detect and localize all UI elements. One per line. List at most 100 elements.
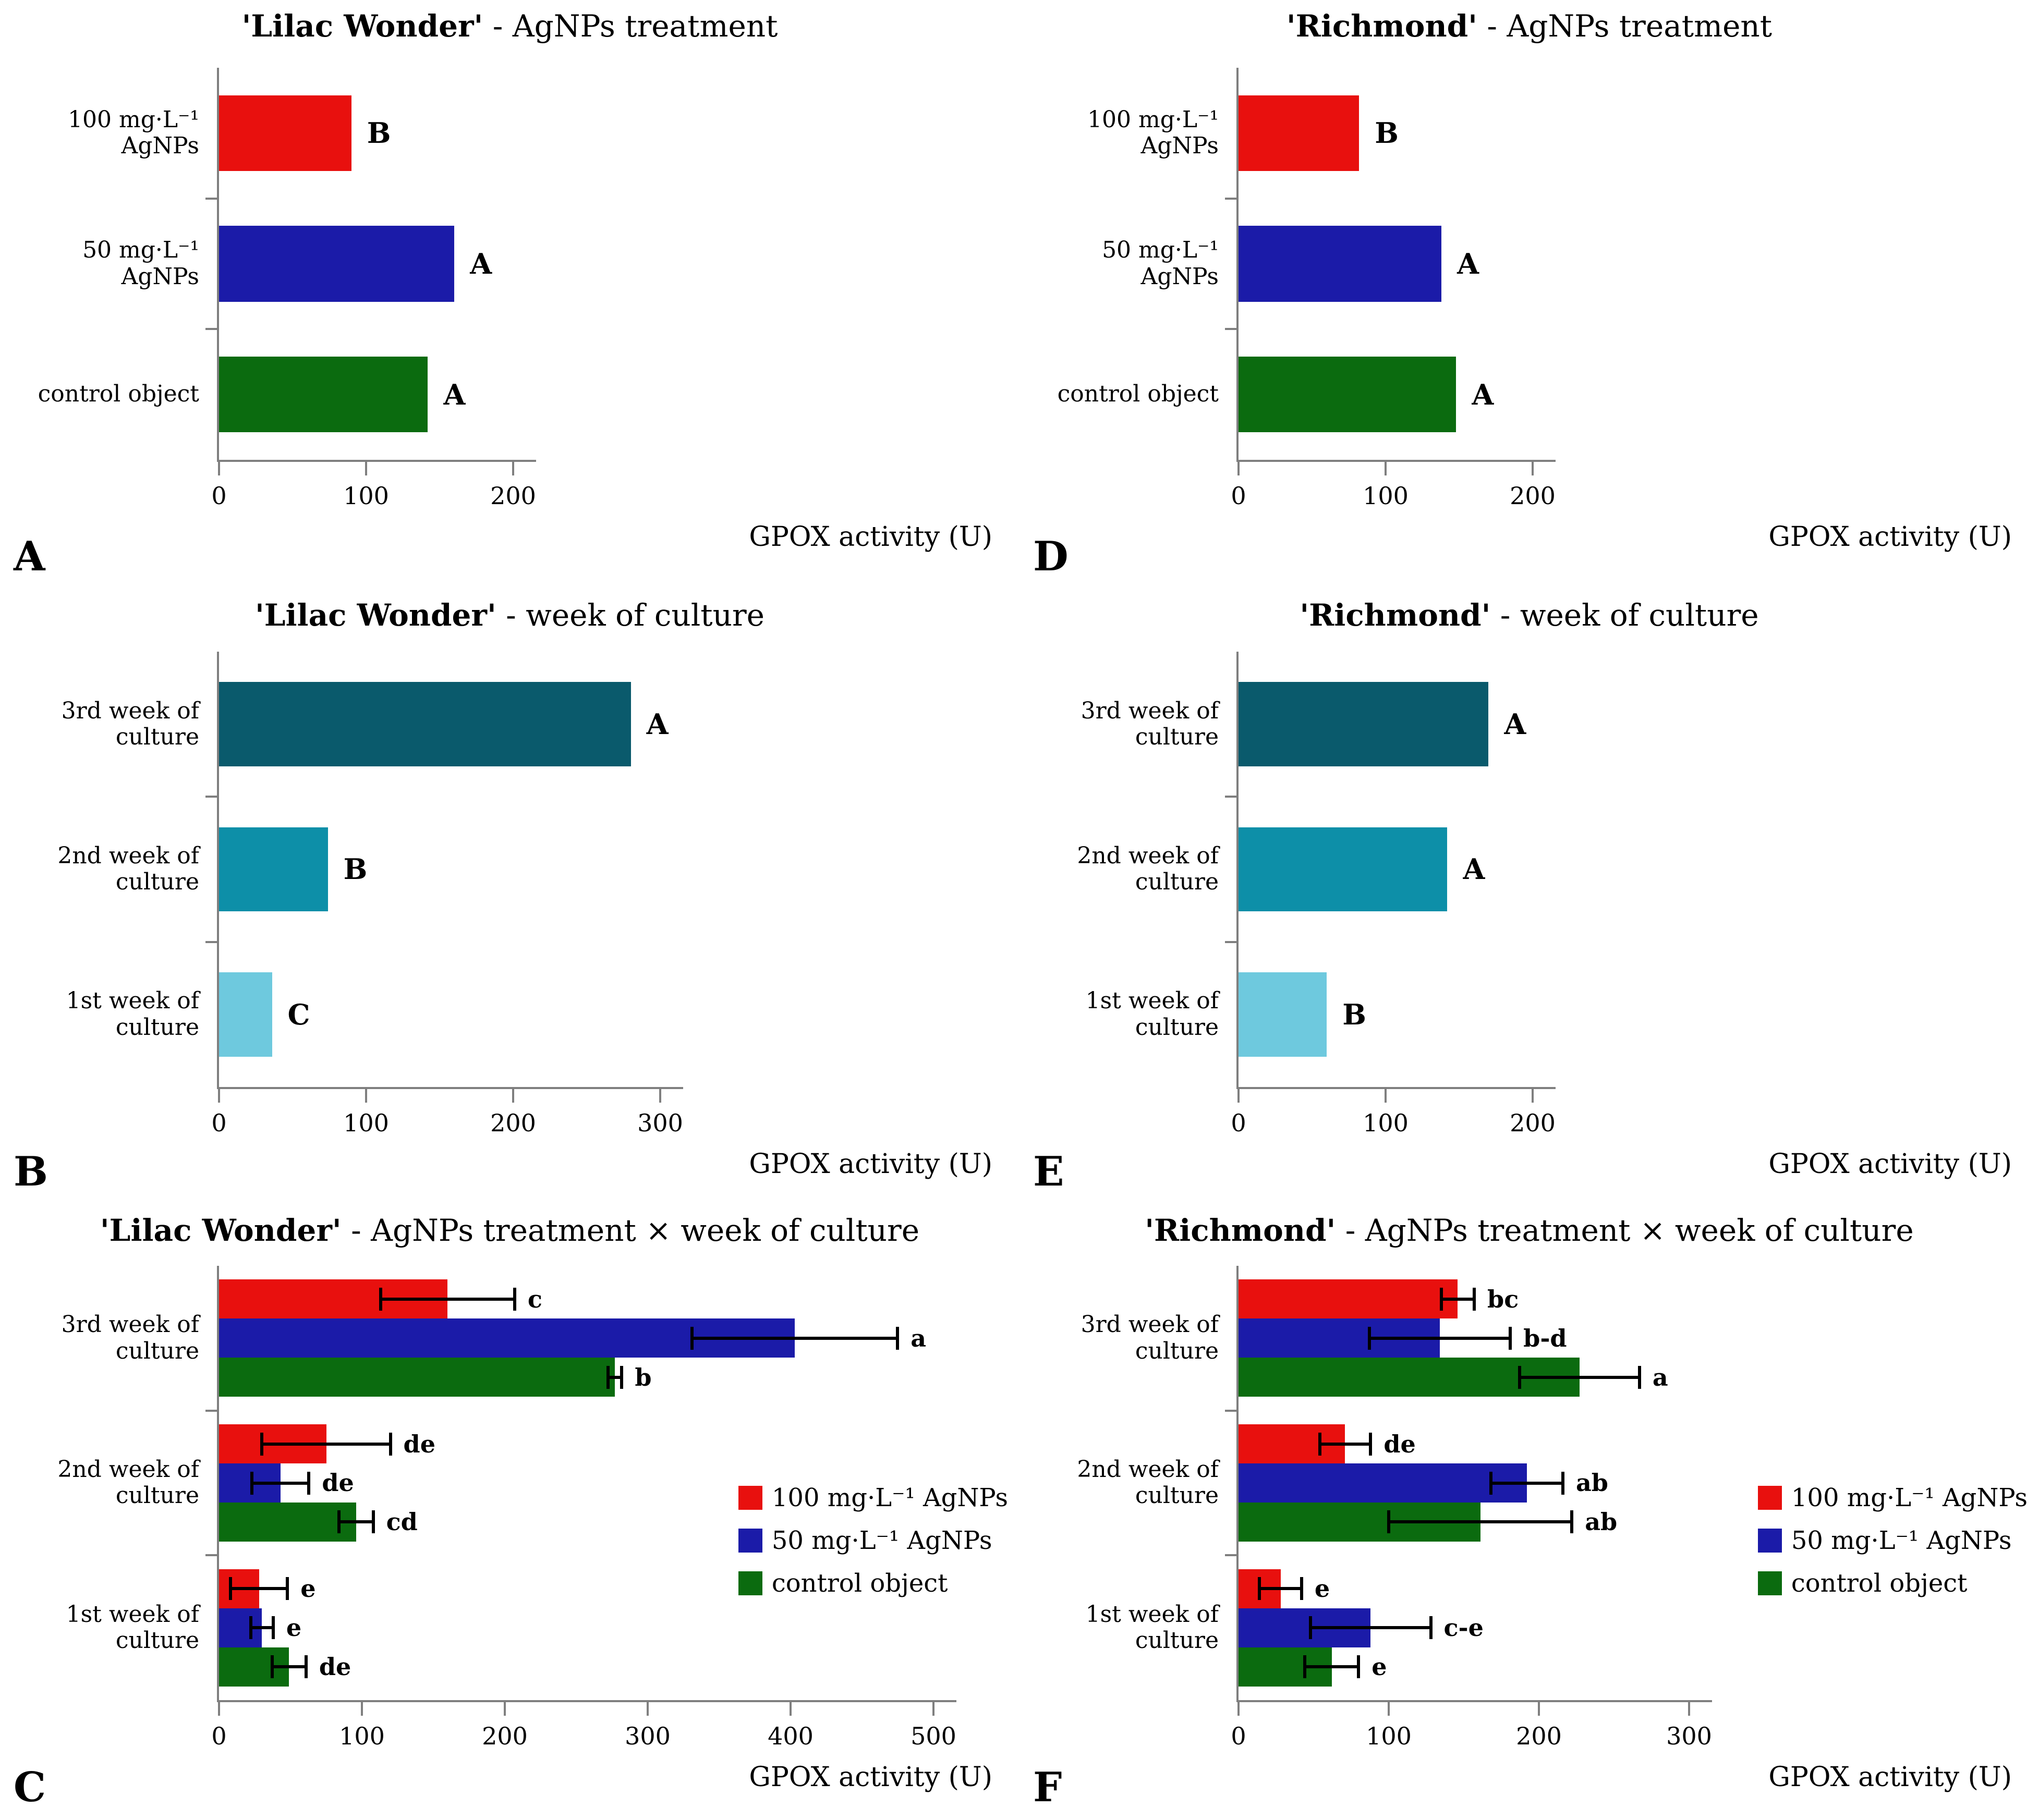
error-bar-cap-left bbox=[1303, 1655, 1306, 1679]
error-bar-line bbox=[270, 1665, 308, 1669]
bar bbox=[1239, 1463, 1527, 1503]
x-axis-tick bbox=[932, 1702, 934, 1716]
chart-title: 'Richmond' - AgNPs treatment bbox=[1019, 8, 2039, 44]
significance-letter: B bbox=[367, 116, 391, 150]
error-bar-cap-left bbox=[1309, 1616, 1313, 1640]
y-axis-line bbox=[1236, 68, 1239, 462]
significance-letter: c-e bbox=[1443, 1614, 1484, 1642]
category-label: 100 mg·L⁻¹ AgNPs bbox=[1087, 106, 1219, 160]
bar bbox=[219, 95, 351, 171]
y-axis-line bbox=[217, 652, 219, 1089]
error-bar-cap-right bbox=[1637, 1365, 1641, 1389]
y-axis-line bbox=[217, 68, 219, 462]
x-axis-tick bbox=[1237, 462, 1240, 475]
legend-label: 50 mg·L⁻¹ AgNPs bbox=[771, 1525, 992, 1555]
chart-panel-D: 'Richmond' - AgNPs treatment 0 100 200 100 m… bbox=[1019, 0, 2039, 589]
error-bar-cap-right bbox=[1429, 1616, 1433, 1640]
legend-label: 100 mg·L⁻¹ AgNPs bbox=[1791, 1483, 2028, 1512]
error-bar-cap-right bbox=[371, 1510, 375, 1534]
category-label: 50 mg·L⁻¹ AgNPs bbox=[82, 237, 199, 290]
chart-title: 'Richmond' - week of culture bbox=[1019, 597, 2039, 633]
category-label: 50 mg·L⁻¹ AgNPs bbox=[1102, 237, 1219, 290]
significance-letter: A bbox=[1463, 852, 1485, 886]
chart-title-cultivar: 'Lilac Wonder' bbox=[100, 1213, 342, 1248]
x-axis-title: GPOX activity (U) bbox=[1768, 1149, 2012, 1180]
x-tick-label: 0 bbox=[211, 1722, 227, 1750]
x-axis-tick bbox=[361, 1702, 363, 1716]
significance-letter: ab bbox=[1585, 1508, 1618, 1536]
x-tick-label: 200 bbox=[1510, 1109, 1556, 1137]
legend-item: control object bbox=[738, 1569, 1008, 1598]
category-label: control object bbox=[1057, 381, 1219, 408]
error-bar-line bbox=[1318, 1442, 1373, 1446]
chart-title: 'Lilac Wonder' - AgNPs treatment × week … bbox=[0, 1213, 1019, 1248]
y-axis-minor-tick bbox=[1225, 940, 1236, 943]
x-tick-label: 100 bbox=[1363, 1109, 1409, 1137]
y-axis-minor-tick bbox=[1225, 796, 1236, 798]
chart-panel-B: 'Lilac Wonder' - week of culture 0 100 200 3… bbox=[0, 589, 1019, 1204]
x-axis-tick bbox=[218, 462, 220, 475]
error-bar-cap-right bbox=[271, 1616, 275, 1640]
category-label: 2nd week of culture bbox=[1077, 1456, 1219, 1509]
x-tick-label: 300 bbox=[625, 1722, 671, 1750]
x-tick-label: 400 bbox=[768, 1722, 814, 1750]
y-axis-minor-tick bbox=[1225, 197, 1236, 200]
significance-letter: e bbox=[300, 1574, 316, 1603]
chart-title: 'Richmond' - AgNPs treatment × week of c… bbox=[1019, 1213, 2039, 1248]
error-bar-cap-left bbox=[1387, 1510, 1391, 1534]
bar bbox=[219, 827, 328, 912]
error-bar-cap-right bbox=[307, 1471, 311, 1495]
error-bar-cap-left bbox=[1367, 1326, 1371, 1350]
bar bbox=[1239, 356, 1457, 433]
error-bar-cap-right bbox=[1300, 1577, 1303, 1601]
significance-letter: a bbox=[911, 1324, 927, 1352]
legend-swatch bbox=[1757, 1528, 1782, 1553]
bar bbox=[1239, 827, 1448, 912]
bar bbox=[219, 1502, 357, 1542]
chart-title-cultivar: 'Richmond' bbox=[1145, 1213, 1336, 1248]
chart-title-cultivar: 'Lilac Wonder' bbox=[241, 8, 483, 44]
legend-swatch bbox=[738, 1485, 762, 1510]
x-tick-label: 300 bbox=[637, 1109, 683, 1137]
error-bar-cap-left bbox=[379, 1287, 382, 1311]
error-bar-line bbox=[249, 1626, 275, 1630]
legend: 100 mg·L⁻¹ AgNPs 50 mg·L⁻¹ AgNPs control o… bbox=[738, 1483, 1008, 1598]
error-bar-cap-right bbox=[1369, 1432, 1373, 1456]
panel-letter: C bbox=[14, 1764, 46, 1811]
chart-title-cultivar: 'Richmond' bbox=[1300, 597, 1491, 633]
significance-letter: A bbox=[646, 707, 669, 741]
legend-item: 50 mg·L⁻¹ AgNPs bbox=[1757, 1526, 2028, 1555]
error-bar-line bbox=[1439, 1297, 1476, 1301]
legend-item: control object bbox=[1757, 1569, 2028, 1598]
error-bar-cap-left bbox=[260, 1432, 264, 1456]
error-bar-line bbox=[337, 1520, 375, 1524]
error-bar-line bbox=[606, 1375, 624, 1379]
x-axis-line bbox=[217, 1087, 683, 1089]
error-bar-cap-right bbox=[286, 1577, 289, 1601]
x-tick-label: 100 bbox=[1366, 1722, 1412, 1750]
error-bar-line bbox=[1309, 1626, 1433, 1630]
x-tick-label: 100 bbox=[339, 1722, 385, 1750]
error-bar-line bbox=[250, 1481, 311, 1485]
error-bar-line bbox=[1258, 1587, 1303, 1591]
x-axis-line bbox=[217, 1700, 956, 1702]
error-bar-cap-right bbox=[304, 1655, 308, 1679]
chart-title-rest: - AgNPs treatment bbox=[483, 8, 778, 44]
bar bbox=[1239, 95, 1360, 171]
y-axis-line bbox=[217, 1266, 219, 1702]
y-axis-minor-tick bbox=[205, 1554, 217, 1557]
x-axis-tick bbox=[365, 462, 367, 475]
significance-letter: e bbox=[286, 1614, 302, 1642]
y-axis-minor-tick bbox=[1225, 1409, 1236, 1412]
error-bar-line bbox=[1367, 1336, 1512, 1340]
y-axis-minor-tick bbox=[1225, 328, 1236, 331]
y-axis-minor-tick bbox=[205, 197, 217, 200]
significance-letter: cd bbox=[386, 1508, 418, 1536]
x-axis-tick bbox=[365, 1089, 367, 1103]
error-bar-cap-right bbox=[620, 1365, 624, 1389]
y-axis-line bbox=[1236, 652, 1239, 1089]
legend-item: 100 mg·L⁻¹ AgNPs bbox=[738, 1483, 1008, 1512]
x-tick-label: 0 bbox=[211, 1109, 227, 1137]
chart-title: 'Lilac Wonder' - AgNPs treatment bbox=[0, 8, 1019, 44]
x-tick-label: 200 bbox=[1516, 1722, 1562, 1750]
